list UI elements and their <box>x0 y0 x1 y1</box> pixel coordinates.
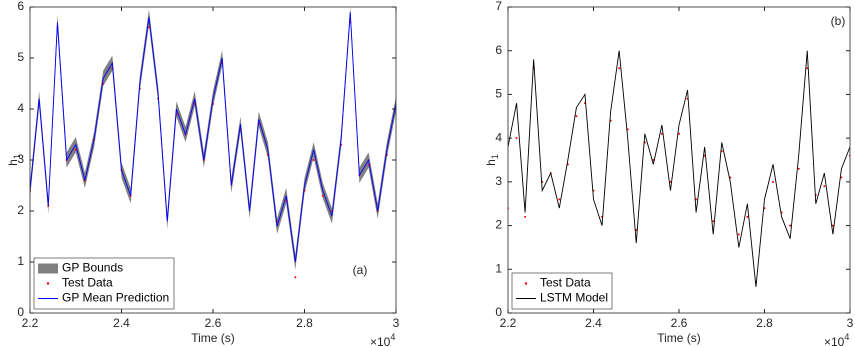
y-tick-label: 5 <box>17 50 24 64</box>
legend-label: Test Data <box>540 276 591 290</box>
plot-area <box>30 7 396 279</box>
test-point <box>737 233 740 236</box>
test-point <box>772 180 775 183</box>
y-tick-label: 4 <box>17 101 24 115</box>
x-tick-label: 3 <box>847 316 854 330</box>
legend-label: Test Data <box>62 276 113 290</box>
test-point <box>515 137 518 140</box>
x-multiplier-exp: 4 <box>844 332 849 342</box>
y-tick-label: 0 <box>17 305 24 319</box>
legend-label: GP Bounds <box>62 261 123 275</box>
x-tick-label: 2.4 <box>585 316 602 330</box>
legend-label: LSTM Model <box>540 291 608 305</box>
x-tick-label: 2.8 <box>756 316 773 330</box>
x-multiplier-exp: 4 <box>390 332 395 342</box>
x-tick-label: 2.6 <box>671 316 688 330</box>
legend-swatch <box>38 263 58 274</box>
test-point <box>669 180 672 183</box>
y-label-main: h <box>6 159 20 166</box>
legend-label: GP Mean Prediction <box>62 291 169 305</box>
x-tick-label: 2.2 <box>22 316 39 330</box>
y-label-sub: 1 <box>12 154 22 159</box>
plot-area <box>508 50 850 287</box>
test-point <box>678 132 680 135</box>
y-tick-label: 6 <box>495 43 502 57</box>
y-tick-label: 1 <box>495 261 502 275</box>
y-tick-label: 6 <box>17 0 24 13</box>
test-point <box>558 198 561 201</box>
x-axis-label: Time (s) <box>191 331 235 345</box>
y-tick-label: 2 <box>495 218 502 232</box>
x-tick-label: 2.8 <box>296 316 313 330</box>
y-tick-label: 0 <box>495 305 502 319</box>
series-line <box>508 50 850 287</box>
x-multiplier-base: ×10 <box>824 335 845 347</box>
x-tick-label: 2.6 <box>205 316 222 330</box>
x-tick-label: 2.4 <box>113 316 130 330</box>
y-tick-label: 4 <box>495 130 502 144</box>
y-tick-label: 3 <box>17 152 24 166</box>
x-axis-label: Time (s) <box>657 331 701 345</box>
y-tick-label: 3 <box>495 174 502 188</box>
y-axis-label: h1 <box>484 154 500 166</box>
legend-swatch <box>46 282 50 285</box>
test-point <box>321 194 324 197</box>
test-point <box>147 26 150 29</box>
y-tick-label: 7 <box>495 0 502 13</box>
test-point <box>524 215 527 218</box>
test-point <box>660 132 663 135</box>
y-label-main: h <box>484 159 498 166</box>
test-point <box>797 167 800 170</box>
test-point <box>618 67 621 70</box>
x-tick-label: 2.2 <box>500 316 517 330</box>
x-multiplier: ×104 <box>370 332 395 347</box>
test-point <box>789 224 792 227</box>
y-tick-label: 5 <box>495 87 502 101</box>
test-point <box>823 185 826 188</box>
y-tick-label: 2 <box>17 203 24 217</box>
x-multiplier-base: ×10 <box>370 335 391 347</box>
test-point <box>831 224 834 227</box>
test-point <box>74 148 77 151</box>
annotation: (a) <box>353 263 368 277</box>
test-point <box>575 115 578 118</box>
test-point <box>294 276 297 279</box>
legend-swatch <box>524 282 528 285</box>
test-point <box>312 159 315 161</box>
legend-box <box>511 272 613 310</box>
test-point <box>712 220 715 223</box>
y-label-sub: 1 <box>490 154 500 159</box>
test-point <box>635 228 638 231</box>
y-axis-label: h1 <box>6 154 22 166</box>
test-point <box>840 176 843 179</box>
y-tick-label: 1 <box>17 254 24 268</box>
x-tick-label: 3 <box>393 316 400 330</box>
x-multiplier: ×104 <box>824 332 849 347</box>
test-point <box>746 215 749 218</box>
series-line <box>30 12 396 263</box>
annotation: (b) <box>831 14 846 28</box>
